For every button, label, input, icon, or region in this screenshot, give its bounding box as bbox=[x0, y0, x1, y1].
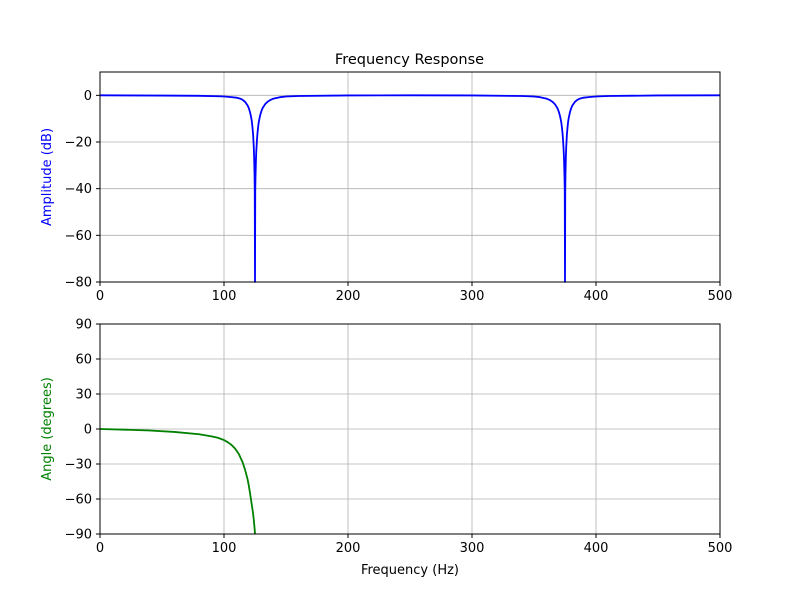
phase-x-tick-label: 100 bbox=[212, 541, 237, 556]
amplitude-grid bbox=[99, 72, 721, 283]
amplitude-x-tick-label: 400 bbox=[584, 289, 609, 304]
amplitude-x-tick-label: 500 bbox=[708, 289, 733, 304]
chart-title: Frequency Response bbox=[335, 52, 484, 68]
amplitude-x-tick-label: 300 bbox=[460, 289, 485, 304]
phase-x-tick-label: 300 bbox=[460, 541, 485, 556]
phase-y-axis-label: Angle (degrees) bbox=[40, 377, 55, 481]
amplitude-y-tick-label: −40 bbox=[65, 182, 92, 197]
amplitude-y-tick-label: −80 bbox=[65, 276, 92, 291]
phase-x-tick-label: 0 bbox=[96, 541, 104, 556]
amplitude-curve bbox=[99, 94, 721, 283]
amplitude-y-axis-label: Amplitude (dB) bbox=[40, 128, 55, 226]
phase-curve bbox=[99, 428, 256, 535]
phase-x-tick-label: 200 bbox=[336, 541, 361, 556]
amplitude-y-tick-label: −20 bbox=[65, 136, 92, 151]
phase-grid bbox=[99, 323, 721, 535]
amplitude-x-tick-label: 0 bbox=[96, 289, 104, 304]
amplitude-y-tick-label: 0 bbox=[84, 89, 92, 104]
phase-y-tick-label: −90 bbox=[65, 528, 92, 543]
phase-y-tick-label: −60 bbox=[65, 493, 92, 508]
amplitude-y-tick-label: −60 bbox=[65, 229, 92, 244]
amplitude-ticks: 0 100 200 300 400 500 0 −20 −40 −60 −80 bbox=[65, 89, 733, 304]
phase-y-tick-label: 30 bbox=[75, 388, 92, 403]
amplitude-axes-frame bbox=[99, 71, 721, 283]
phase-y-tick-label: 60 bbox=[75, 353, 92, 368]
phase-y-tick-label: 0 bbox=[84, 423, 92, 438]
amplitude-x-tick-label: 200 bbox=[336, 289, 361, 304]
phase-x-axis-label: Frequency (Hz) bbox=[361, 563, 459, 578]
phase-y-tick-label: −30 bbox=[65, 458, 92, 473]
phase-y-tick-label: 90 bbox=[75, 318, 92, 333]
amplitude-axes: 0 100 200 300 400 500 0 −20 −40 −60 −80 Amplitude … bbox=[40, 71, 733, 304]
amplitude-x-tick-label: 100 bbox=[212, 289, 237, 304]
phase-x-tick-label: 400 bbox=[584, 541, 609, 556]
phase-x-tick-label: 500 bbox=[708, 541, 733, 556]
